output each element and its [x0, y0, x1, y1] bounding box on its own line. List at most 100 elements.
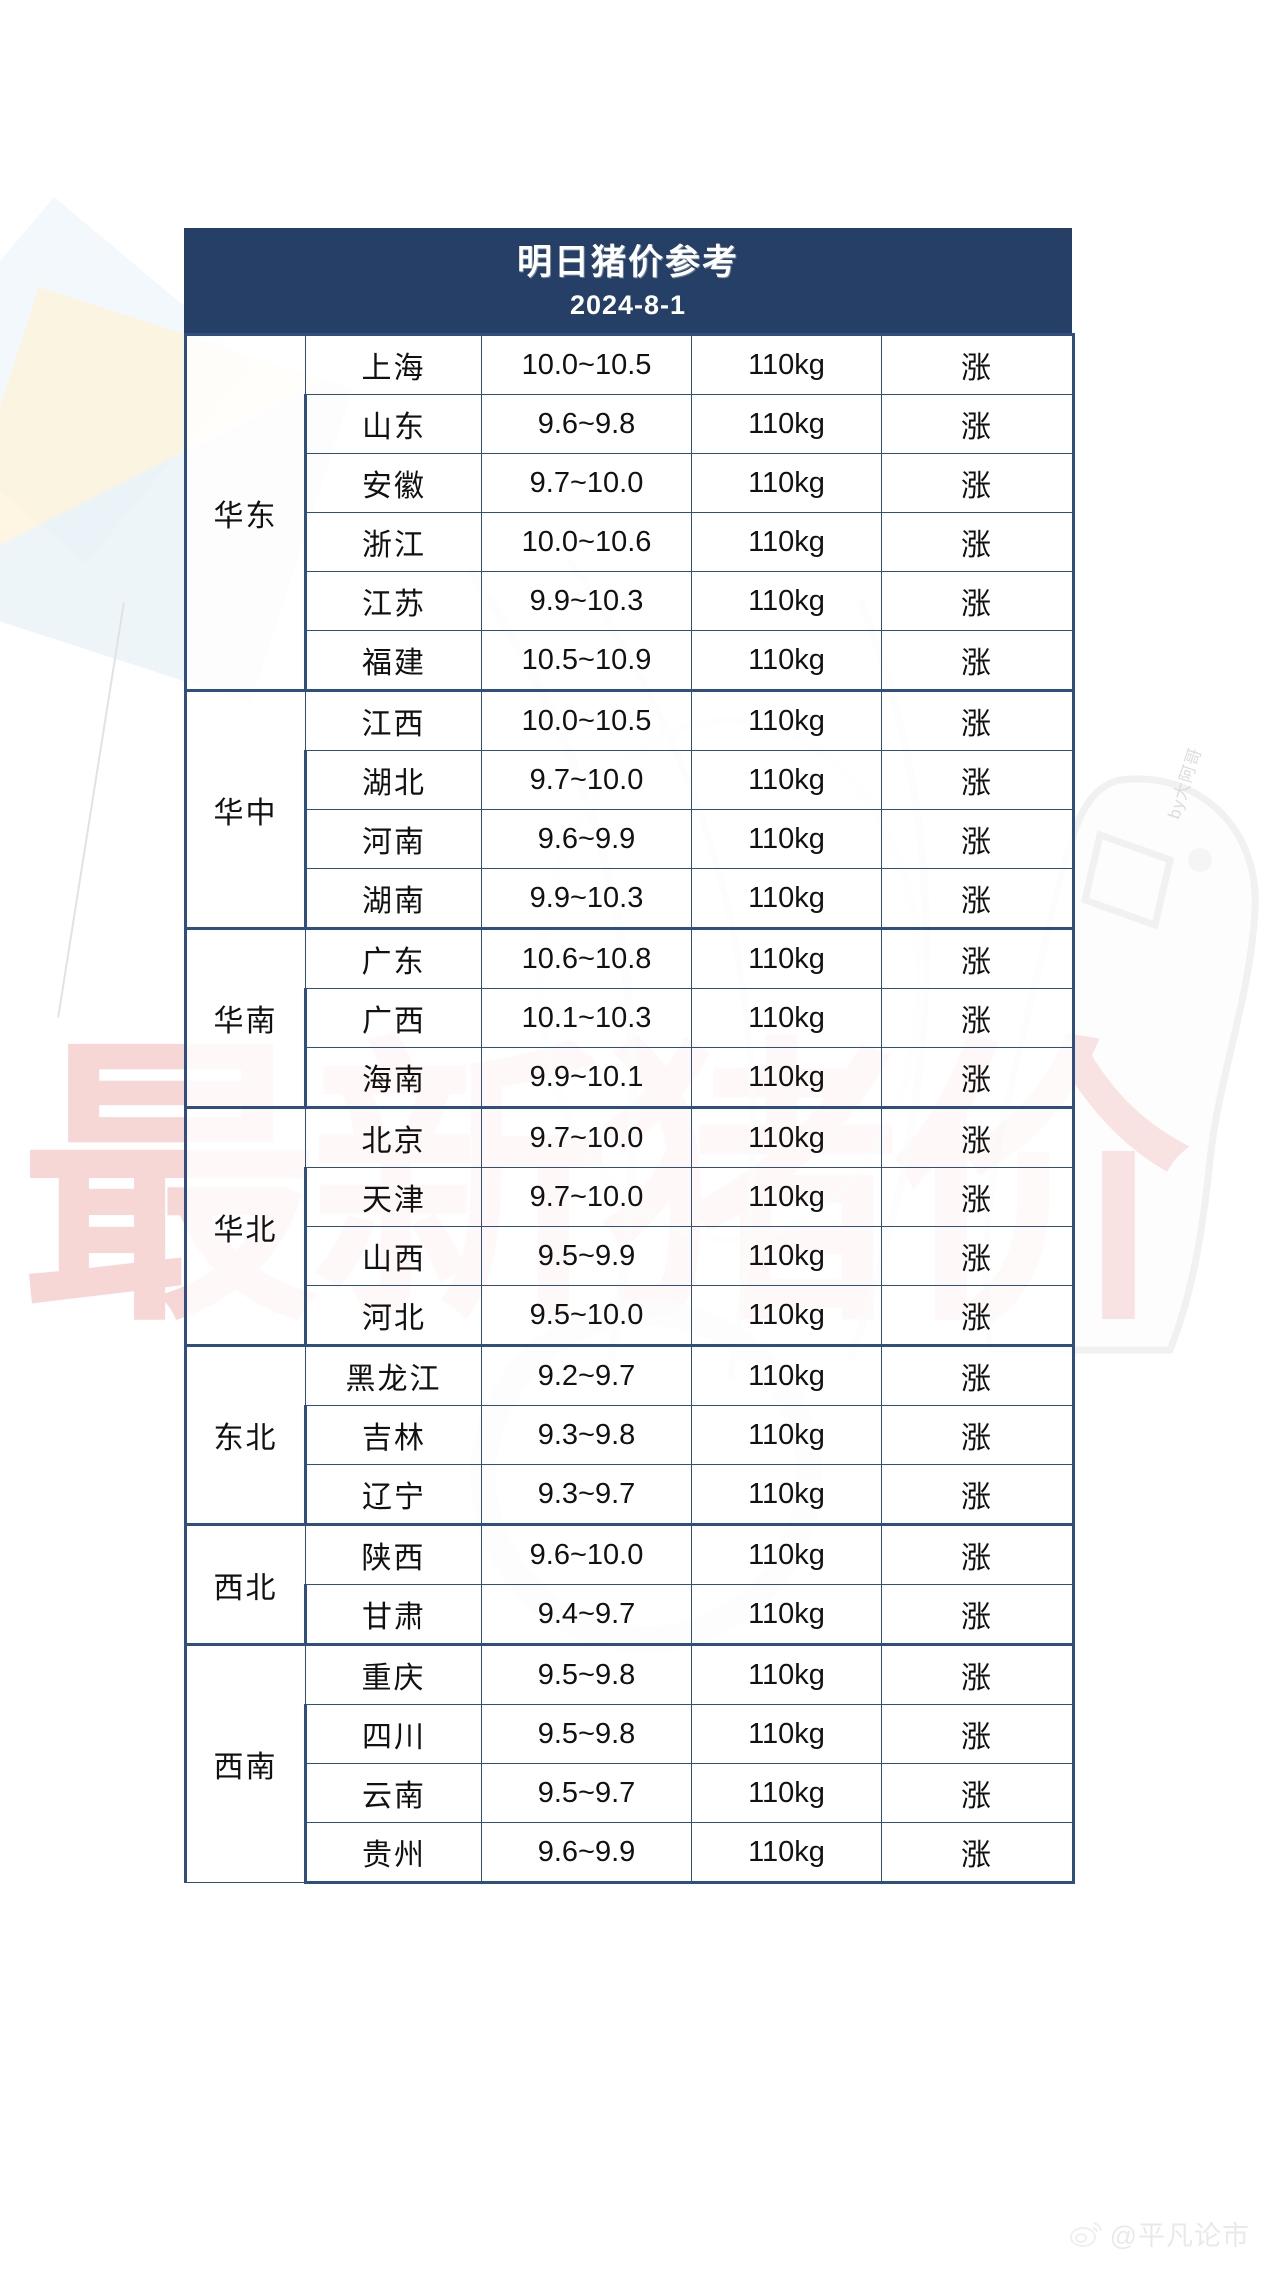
- trend-cell: 涨: [881, 689, 1075, 752]
- weight-cell: 110kg: [691, 1106, 882, 1169]
- weight-cell: 110kg: [691, 630, 882, 692]
- weight-cell: 110kg: [691, 1464, 882, 1526]
- province-cell: 天津: [304, 1167, 482, 1228]
- trend-cell: 涨: [881, 750, 1075, 811]
- trend-cell: 涨: [881, 1106, 1075, 1169]
- province-cell: 浙江: [304, 512, 482, 573]
- trend-cell: 涨: [881, 1167, 1075, 1228]
- price-table-body: 华东 上海 10.0~10.5 110kg 涨山东 9.6~9.8 110kg 涨安徽 9.7~…: [184, 333, 1075, 1885]
- trend-cell: 涨: [881, 1464, 1075, 1526]
- price-cell: 10.0~10.5: [481, 689, 692, 752]
- price-cell: 9.5~9.8: [481, 1643, 692, 1706]
- price-cell: 9.6~9.9: [481, 809, 692, 870]
- province-cell: 海南: [304, 1047, 482, 1109]
- weight-cell: 110kg: [691, 1763, 882, 1824]
- province-cell: 山东: [304, 394, 482, 455]
- table-row: 西北 陕西 9.6~10.0 110kg 涨: [184, 1523, 1075, 1646]
- table-row: 华东 上海 10.0~10.5 110kg 涨: [184, 333, 1075, 692]
- weight-cell: 110kg: [691, 689, 882, 752]
- province-cell: 湖南: [304, 868, 482, 930]
- price-cell: 9.7~10.0: [481, 1167, 692, 1228]
- weight-cell: 110kg: [691, 333, 882, 396]
- table-row: 吉林 9.3~9.8 110kg 涨: [186, 1405, 1075, 1466]
- page-date: 2024-8-1: [569, 289, 687, 320]
- province-cell: 吉林: [304, 1405, 482, 1466]
- trend-cell: 涨: [881, 333, 1075, 396]
- price-cell: 9.6~9.8: [481, 394, 692, 455]
- trend-cell: 涨: [881, 988, 1075, 1049]
- trend-cell: 涨: [881, 1226, 1075, 1287]
- province-cell: 甘肃: [304, 1584, 482, 1646]
- weight-cell: 110kg: [691, 1167, 882, 1228]
- table-row: 西南 重庆 9.5~9.8 110kg 涨: [184, 1643, 1075, 1884]
- region-cell: 西北: [184, 1523, 306, 1646]
- trend-cell: 涨: [881, 927, 1075, 990]
- price-cell: 10.0~10.5: [481, 333, 692, 396]
- table-row: 河北 9.5~10.0 110kg 涨: [186, 1285, 1075, 1347]
- province-cell: 辽宁: [304, 1464, 482, 1526]
- price-cell: 9.4~9.7: [481, 1584, 692, 1646]
- weibo-handle: @平凡论市: [1109, 2221, 1250, 2251]
- weight-cell: 110kg: [691, 1822, 882, 1885]
- table-row: 山西 9.5~9.9 110kg 涨: [186, 1226, 1075, 1287]
- weight-cell: 110kg: [691, 1344, 882, 1407]
- province-cell: 河北: [304, 1285, 482, 1347]
- trend-cell: 涨: [881, 1285, 1075, 1347]
- trend-cell: 涨: [881, 630, 1075, 692]
- province-cell: 江苏: [304, 571, 482, 632]
- province-cell: 上海: [305, 333, 482, 396]
- weight-cell: 110kg: [691, 1047, 882, 1109]
- trend-cell: 涨: [881, 1523, 1075, 1586]
- province-cell: 福建: [304, 630, 482, 692]
- price-cell: 9.3~9.8: [481, 1405, 692, 1466]
- trend-cell: 涨: [881, 1405, 1075, 1466]
- table-row: 天津 9.7~10.0 110kg 涨: [186, 1167, 1075, 1228]
- price-cell: 9.2~9.7: [481, 1344, 692, 1407]
- table-row: 山东 9.6~9.8 110kg 涨: [186, 394, 1075, 455]
- table-row: 四川 9.5~9.8 110kg 涨: [186, 1704, 1075, 1765]
- weibo-credit: @平凡论市: [1069, 2214, 1250, 2253]
- trend-cell: 涨: [881, 512, 1075, 573]
- price-cell: 9.7~10.0: [481, 750, 692, 811]
- table-row: 湖南 9.9~10.3 110kg 涨: [186, 868, 1075, 930]
- pig-watermark-credit: by大阿哥: [1164, 745, 1206, 822]
- weight-cell: 110kg: [691, 1523, 882, 1586]
- province-cell: 江西: [305, 689, 482, 752]
- region-cell: 华南: [184, 927, 306, 1109]
- province-cell: 广东: [305, 927, 482, 990]
- weight-cell: 110kg: [691, 988, 882, 1049]
- trend-cell: 涨: [881, 1344, 1075, 1407]
- price-cell: 9.9~10.3: [481, 868, 692, 930]
- kite-string-icon: [57, 602, 125, 1018]
- province-cell: 贵州: [304, 1822, 482, 1885]
- table-row: 贵州 9.6~9.9 110kg 涨: [186, 1822, 1075, 1885]
- price-cell: 9.7~10.0: [481, 453, 692, 514]
- trend-cell: 涨: [881, 394, 1075, 455]
- price-cell: 10.6~10.8: [481, 927, 692, 990]
- table-row: 华南 广东 10.6~10.8 110kg 涨: [184, 927, 1075, 1109]
- sheet-title-bar: 明日猪价参考 2024-8-1: [184, 228, 1072, 334]
- region-cell: 西南: [184, 1643, 306, 1884]
- trend-cell: 涨: [881, 1822, 1075, 1885]
- table-row: 辽宁 9.3~9.7 110kg 涨: [186, 1464, 1075, 1526]
- region-cell: 东北: [184, 1344, 306, 1526]
- price-cell: 9.5~9.7: [481, 1763, 692, 1824]
- price-cell: 10.0~10.6: [481, 512, 692, 573]
- table-row: 江苏 9.9~10.3 110kg 涨: [186, 571, 1075, 632]
- table-row: 福建 10.5~10.9 110kg 涨: [186, 630, 1075, 692]
- weight-cell: 110kg: [691, 809, 882, 870]
- trend-cell: 涨: [881, 809, 1075, 870]
- table-row: 华中 江西 10.0~10.5 110kg 涨: [184, 689, 1075, 930]
- price-cell: 9.6~10.0: [481, 1523, 692, 1586]
- table-row: 河南 9.6~9.9 110kg 涨: [186, 809, 1075, 870]
- price-cell: 10.1~10.3: [481, 988, 692, 1049]
- price-cell: 9.3~9.7: [481, 1464, 692, 1526]
- region-cell: 华北: [184, 1106, 306, 1347]
- weight-cell: 110kg: [691, 1704, 882, 1765]
- province-cell: 北京: [305, 1106, 482, 1169]
- price-cell: 9.7~10.0: [481, 1106, 692, 1169]
- weight-cell: 110kg: [691, 571, 882, 632]
- pig-price-sheet: 明日猪价参考 2024-8-1 华东 上海 10.0~10.5 110kg 涨山东 9.6…: [184, 228, 1075, 1885]
- trend-cell: 涨: [881, 1763, 1075, 1824]
- table-row: 华北 北京 9.7~10.0 110kg 涨: [184, 1106, 1075, 1347]
